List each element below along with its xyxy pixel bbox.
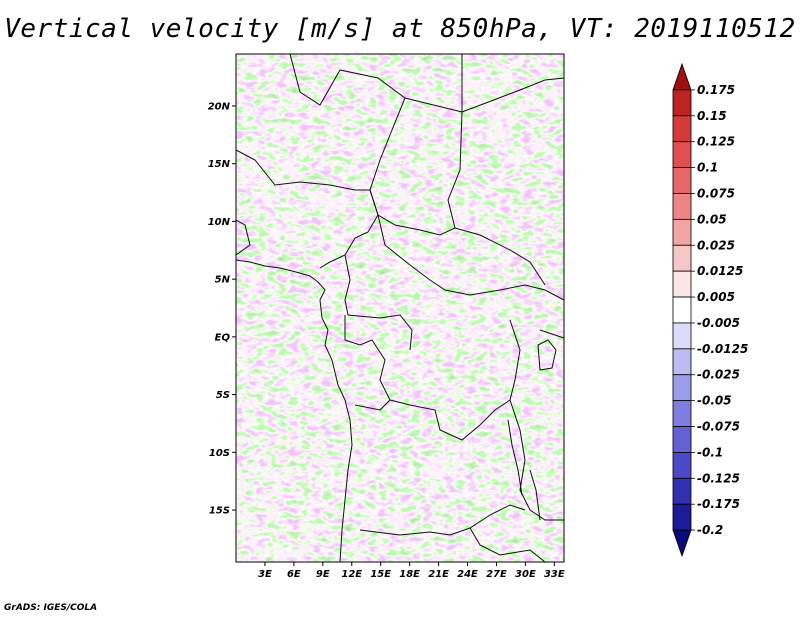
- lat-tick-label: 5N: [215, 275, 231, 286]
- colorbar-label: 0.175: [697, 83, 735, 97]
- colorbar-label: 0.05: [697, 212, 727, 226]
- border-west-coast: [236, 219, 251, 256]
- lon-tick-label: 3E: [258, 569, 272, 580]
- colorbar-swatch: [672, 167, 692, 194]
- border-angola-north: [354, 399, 391, 411]
- map-frame: [235, 53, 565, 563]
- colorbar-swatch: [672, 477, 692, 505]
- credit-label: GrADS: IGES/COLA: [4, 603, 98, 613]
- colorbar-swatch: [672, 270, 692, 298]
- border-car: [377, 214, 564, 301]
- colorbar-swatch: [672, 374, 692, 402]
- colorbar-label: 0.025: [697, 238, 735, 252]
- colorbar-swatch: [672, 529, 692, 558]
- longitude-ticks: 3E 6E 9E 12E 15E 18E 21E 24E 27E 30E 33E: [258, 562, 565, 580]
- colorbar-swatch: [672, 141, 692, 168]
- map-panel: [235, 53, 565, 563]
- vertical-velocity-field: [236, 54, 564, 562]
- colorbar-label: 0.125: [697, 135, 735, 149]
- lon-tick-label: 9E: [316, 569, 330, 580]
- latitude-ticks: 20N 15N 10N 5N EQ 5S 10S 15S: [208, 101, 236, 517]
- lat-tick-label: 10S: [209, 448, 230, 459]
- colorbar-swatch: [672, 193, 692, 220]
- colorbar-label: 0.0125: [697, 264, 743, 278]
- border-sudan: [461, 77, 564, 113]
- border-congo: [344, 315, 391, 401]
- border-namibia-zambia: [359, 504, 526, 536]
- map-title: Vertical velocity [m/s] at 850hPa, VT: 2…: [4, 14, 796, 44]
- colorbar-swatch: [672, 426, 692, 453]
- lat-tick-label: 10N: [208, 217, 231, 228]
- colorbar-label: -0.1: [697, 445, 723, 459]
- lon-tick-label: 21E: [428, 569, 449, 580]
- country-borders: [236, 54, 564, 562]
- colorbar-label: -0.005: [697, 316, 740, 330]
- lon-tick-label: 6E: [287, 569, 301, 580]
- colorbar-swatch: [672, 348, 692, 376]
- border-uganda: [539, 329, 564, 339]
- colorbar-swatch: [672, 89, 692, 117]
- lon-tick-label: 27E: [486, 569, 507, 580]
- border-drc-angola: [389, 399, 511, 441]
- colorbar-swatch: [672, 296, 692, 324]
- lat-tick-label: 5S: [216, 390, 230, 401]
- colorbar: 0.175 0.15 0.125 0.1 0.075 0.05 0.025 0.0125 0.0…: [672, 62, 748, 558]
- colorbar-label: 0.005: [697, 290, 735, 304]
- lat-tick-label: 15N: [208, 159, 231, 170]
- colorbar-swatch: [672, 452, 692, 479]
- lat-tick-label: 20N: [208, 101, 231, 112]
- colorbar-swatch: [672, 115, 692, 143]
- colorbar-label: -0.05: [697, 394, 732, 408]
- border-zimbabwe: [469, 527, 546, 562]
- colorbar-label: -0.125: [697, 471, 740, 485]
- colorbar-label: -0.075: [697, 420, 740, 434]
- colorbar-label: 0.1: [697, 161, 718, 175]
- colorbar-swatch: [672, 62, 692, 91]
- lake-tanganyika: [507, 419, 523, 496]
- lon-tick-label: 24E: [457, 569, 478, 580]
- colorbar-swatch: [672, 503, 692, 531]
- border-chad: [369, 97, 463, 236]
- lon-tick-label: 15E: [370, 569, 391, 580]
- colorbar-label: 0.15: [697, 109, 727, 123]
- colorbar-label: 0.075: [697, 186, 735, 200]
- coastline: [236, 259, 353, 562]
- lat-tick-label: 15S: [209, 506, 230, 517]
- lon-tick-label: 18E: [399, 569, 420, 580]
- colorbar-swatch: [672, 218, 692, 246]
- lat-tick-label: EQ: [215, 332, 231, 343]
- lon-tick-label: 33E: [544, 569, 565, 580]
- colorbar-label: -0.025: [697, 368, 740, 382]
- colorbar-swatch: [672, 322, 692, 350]
- lon-tick-label: 30E: [515, 569, 536, 580]
- colorbar-label: -0.0125: [697, 342, 748, 356]
- colorbar-swatch: [672, 400, 692, 427]
- border-niger-nigeria: [236, 149, 370, 191]
- colorbar-label: -0.2: [697, 523, 723, 537]
- lon-tick-label: 12E: [341, 569, 362, 580]
- border-south-sudan: [454, 227, 546, 286]
- border-cameroon-gabon: [344, 254, 413, 351]
- lake-malawi: [529, 469, 541, 521]
- border-north-1: [289, 54, 463, 113]
- colorbar-label: -0.175: [697, 497, 740, 511]
- border-east-rift: [509, 319, 564, 521]
- lake-victoria: [537, 339, 557, 371]
- colorbar-swatch: [672, 244, 692, 272]
